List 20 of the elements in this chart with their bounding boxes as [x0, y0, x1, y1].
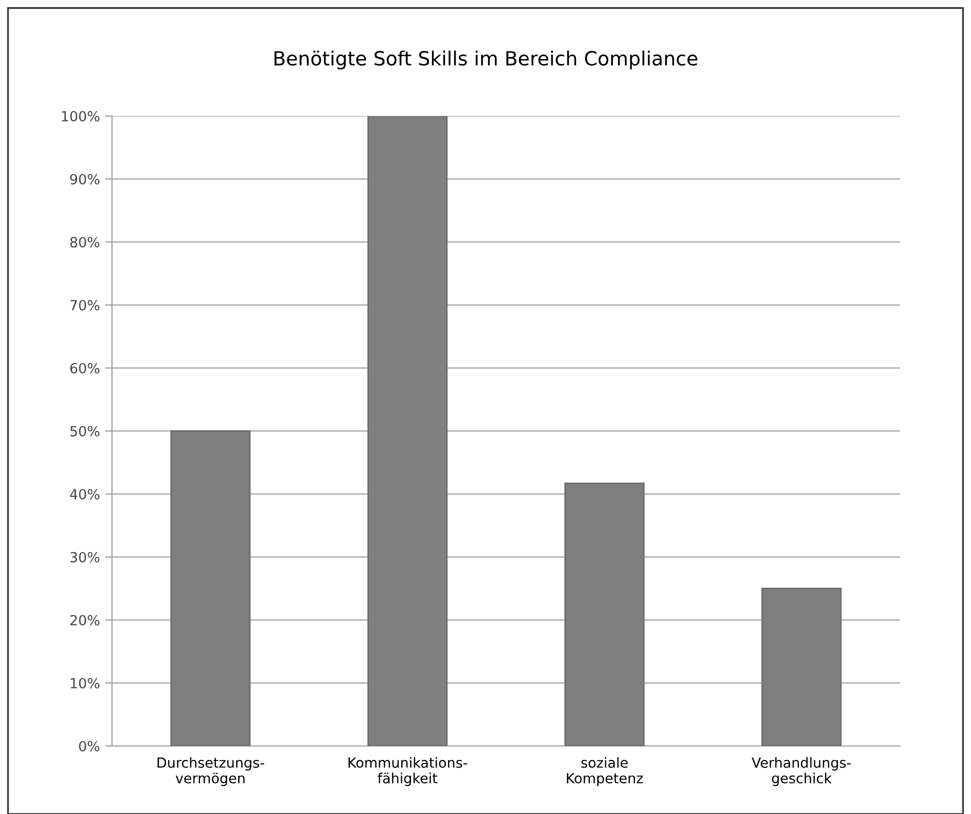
y-tick-label: 60% [70, 362, 100, 374]
y-tick-label: 0% [79, 740, 100, 752]
y-tick-label: 90% [70, 174, 100, 184]
bar [761, 588, 842, 746]
x-tick-label: Kommunikations- fähigkeit [348, 757, 468, 786]
bar [564, 482, 645, 746]
chart-title: Benötigte Soft Skills im Bereich Compliance [274, 50, 698, 70]
bar [367, 116, 448, 746]
x-tick-label: soziale Kompetenz [566, 757, 643, 786]
bar [170, 430, 251, 746]
x-tick-label: Verhandlungs- geschick [752, 757, 851, 786]
y-tick-label: 70% [70, 300, 100, 310]
y-tick-label: 10% [70, 678, 100, 688]
y-tick-label: 50% [70, 426, 100, 436]
y-tick-label: 40% [70, 488, 100, 500]
y-tick-label: 30% [70, 552, 100, 562]
y-tick-label: 20% [70, 614, 100, 626]
y-tick-label: 80% [70, 236, 100, 248]
x-tick-label: Durchsetzungs- vermögen [158, 757, 264, 786]
y-tick-label: 100% [62, 110, 100, 122]
